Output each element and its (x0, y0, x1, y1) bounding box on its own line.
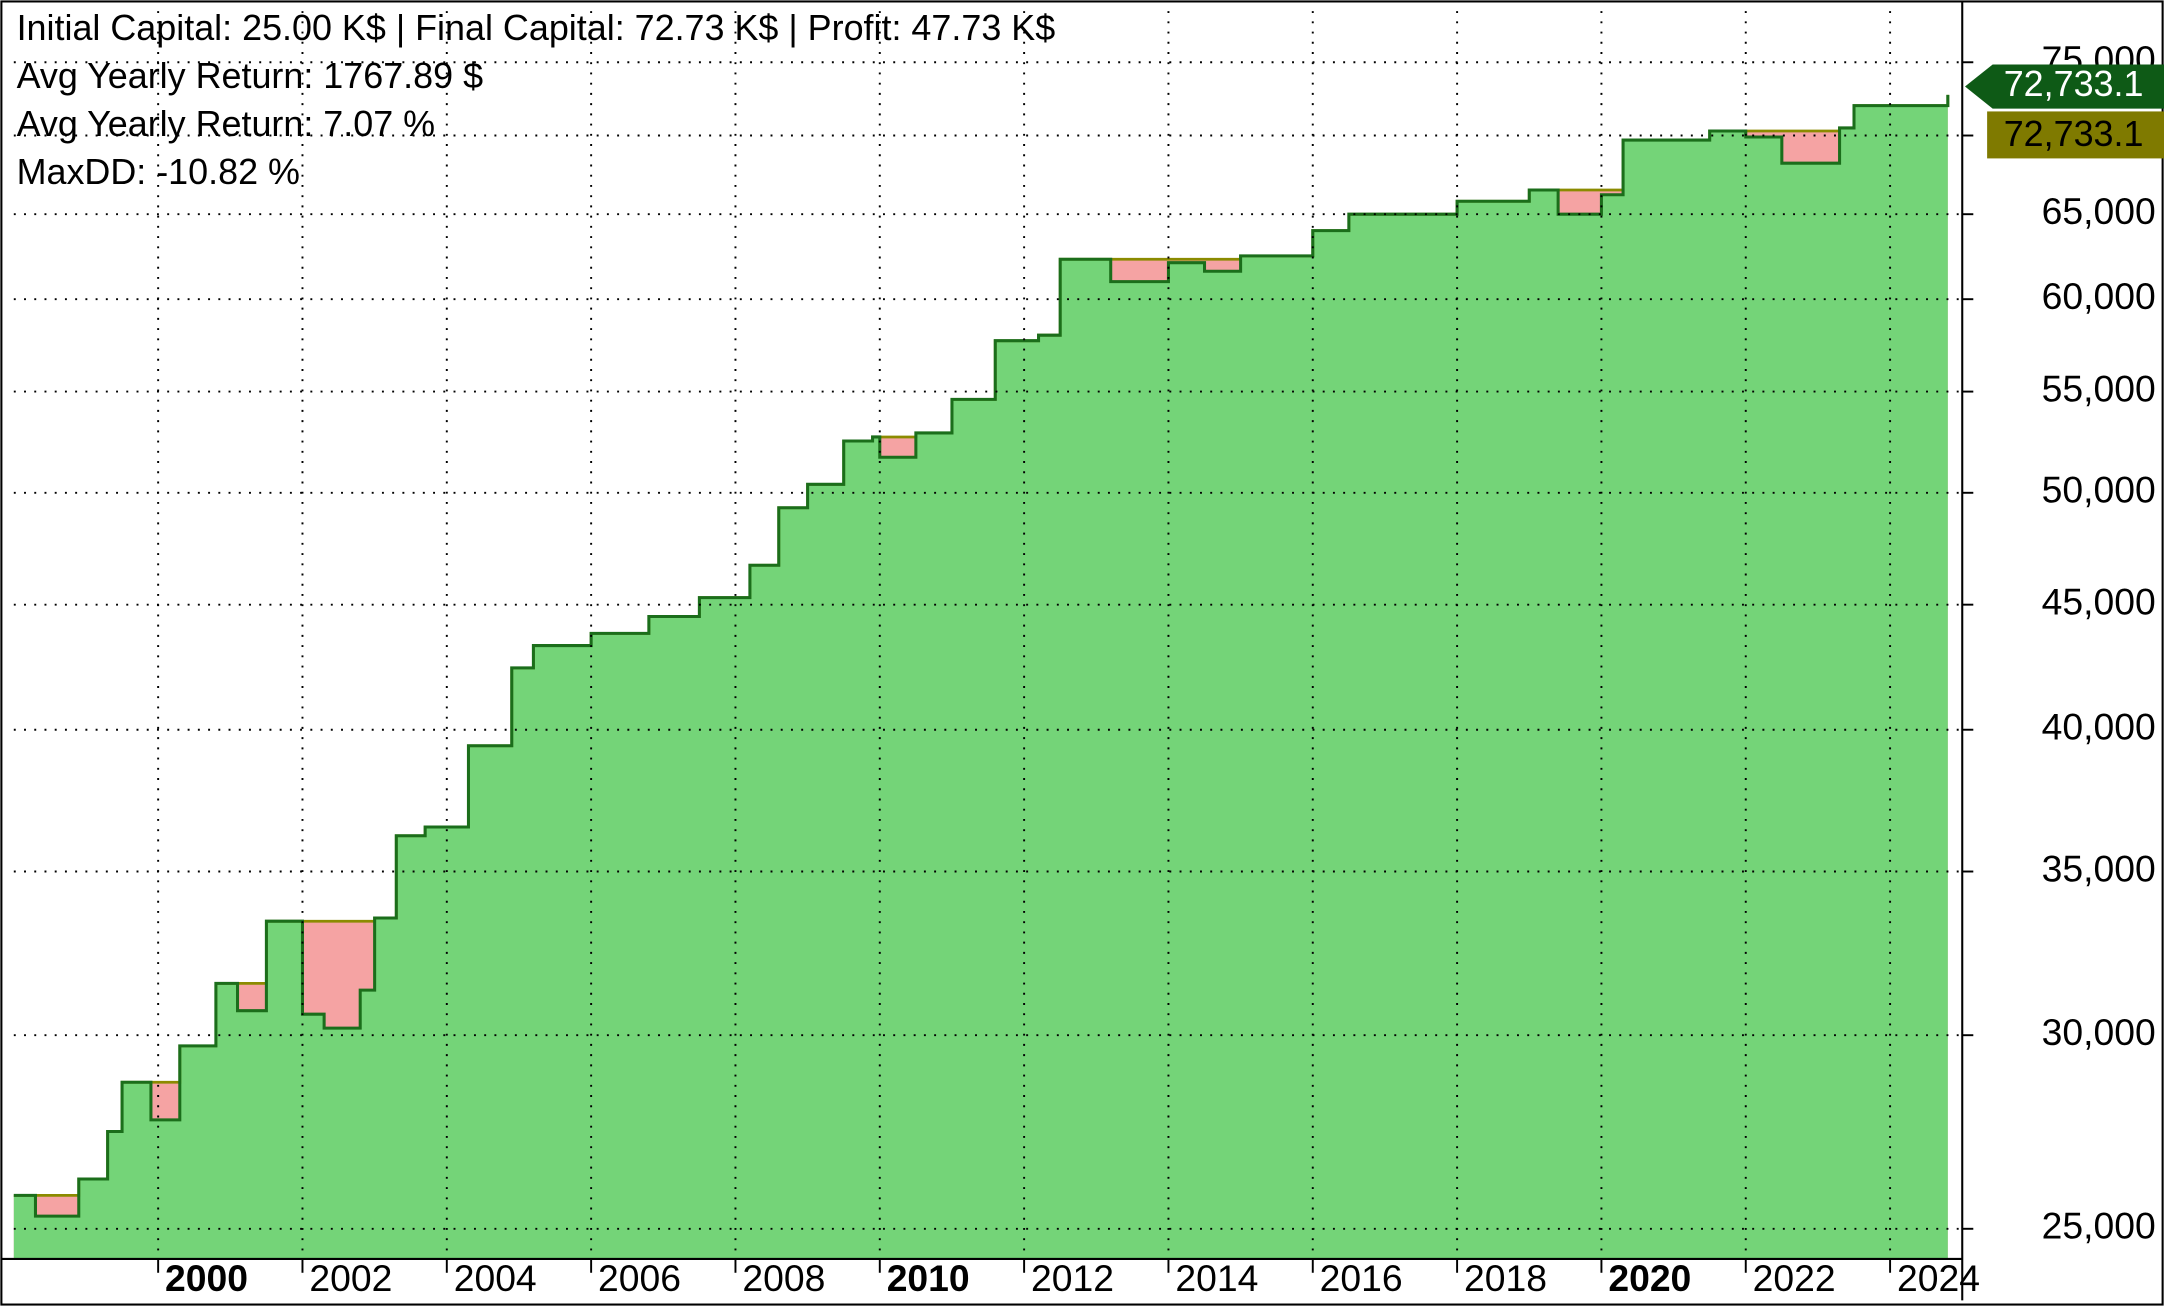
x-tick-label: 2020 (1608, 1257, 1691, 1299)
peak-value-box (1987, 111, 2164, 159)
peak-value-label: 72,733.1 (2004, 113, 2144, 154)
x-tick-label: 2016 (1320, 1257, 1403, 1299)
y-tick-label: 40,000 (2042, 706, 2156, 748)
equity-area (13, 94, 1948, 1259)
x-tick-label: 2014 (1175, 1257, 1258, 1299)
x-tick-label: 2012 (1031, 1257, 1114, 1299)
y-tick-label: 50,000 (2042, 469, 2156, 511)
y-tick-label: 30,000 (2042, 1011, 2156, 1053)
stats-line: Initial Capital: 25.00 K$ | Final Capita… (17, 7, 1056, 48)
y-tick-label: 55,000 (2042, 367, 2156, 409)
end-value-box (1965, 64, 2164, 109)
y-tick-label: 25,000 (2042, 1205, 2156, 1247)
equity-line (13, 94, 1950, 1218)
x-tick-label: 2024 (1897, 1257, 1980, 1299)
plot-area (13, 94, 1950, 1259)
x-tick-label: 2022 (1753, 1257, 1836, 1299)
x-tick-label: 2018 (1464, 1257, 1547, 1299)
x-tick-label: 2000 (165, 1257, 248, 1299)
y-tick-label: 45,000 (2042, 581, 2156, 623)
y-tick-label: 60,000 (2042, 275, 2156, 317)
x-tick-label: 2008 (742, 1257, 825, 1299)
stats-line: MaxDD: -10.82 % (17, 151, 300, 192)
y-tick-label: 65,000 (2042, 190, 2156, 232)
stats-line: Avg Yearly Return: 1767.89 $ (17, 55, 483, 96)
x-tick-label: 2006 (598, 1257, 681, 1299)
x-tick-label: 2004 (454, 1257, 537, 1299)
x-tick-label: 2002 (309, 1257, 392, 1299)
end-value-label: 72,733.1 (2004, 63, 2144, 104)
y-tick-label: 35,000 (2042, 847, 2156, 889)
x-tick-label: 2010 (887, 1257, 970, 1299)
stats-line: Avg Yearly Return: 7.07 % (17, 103, 436, 144)
